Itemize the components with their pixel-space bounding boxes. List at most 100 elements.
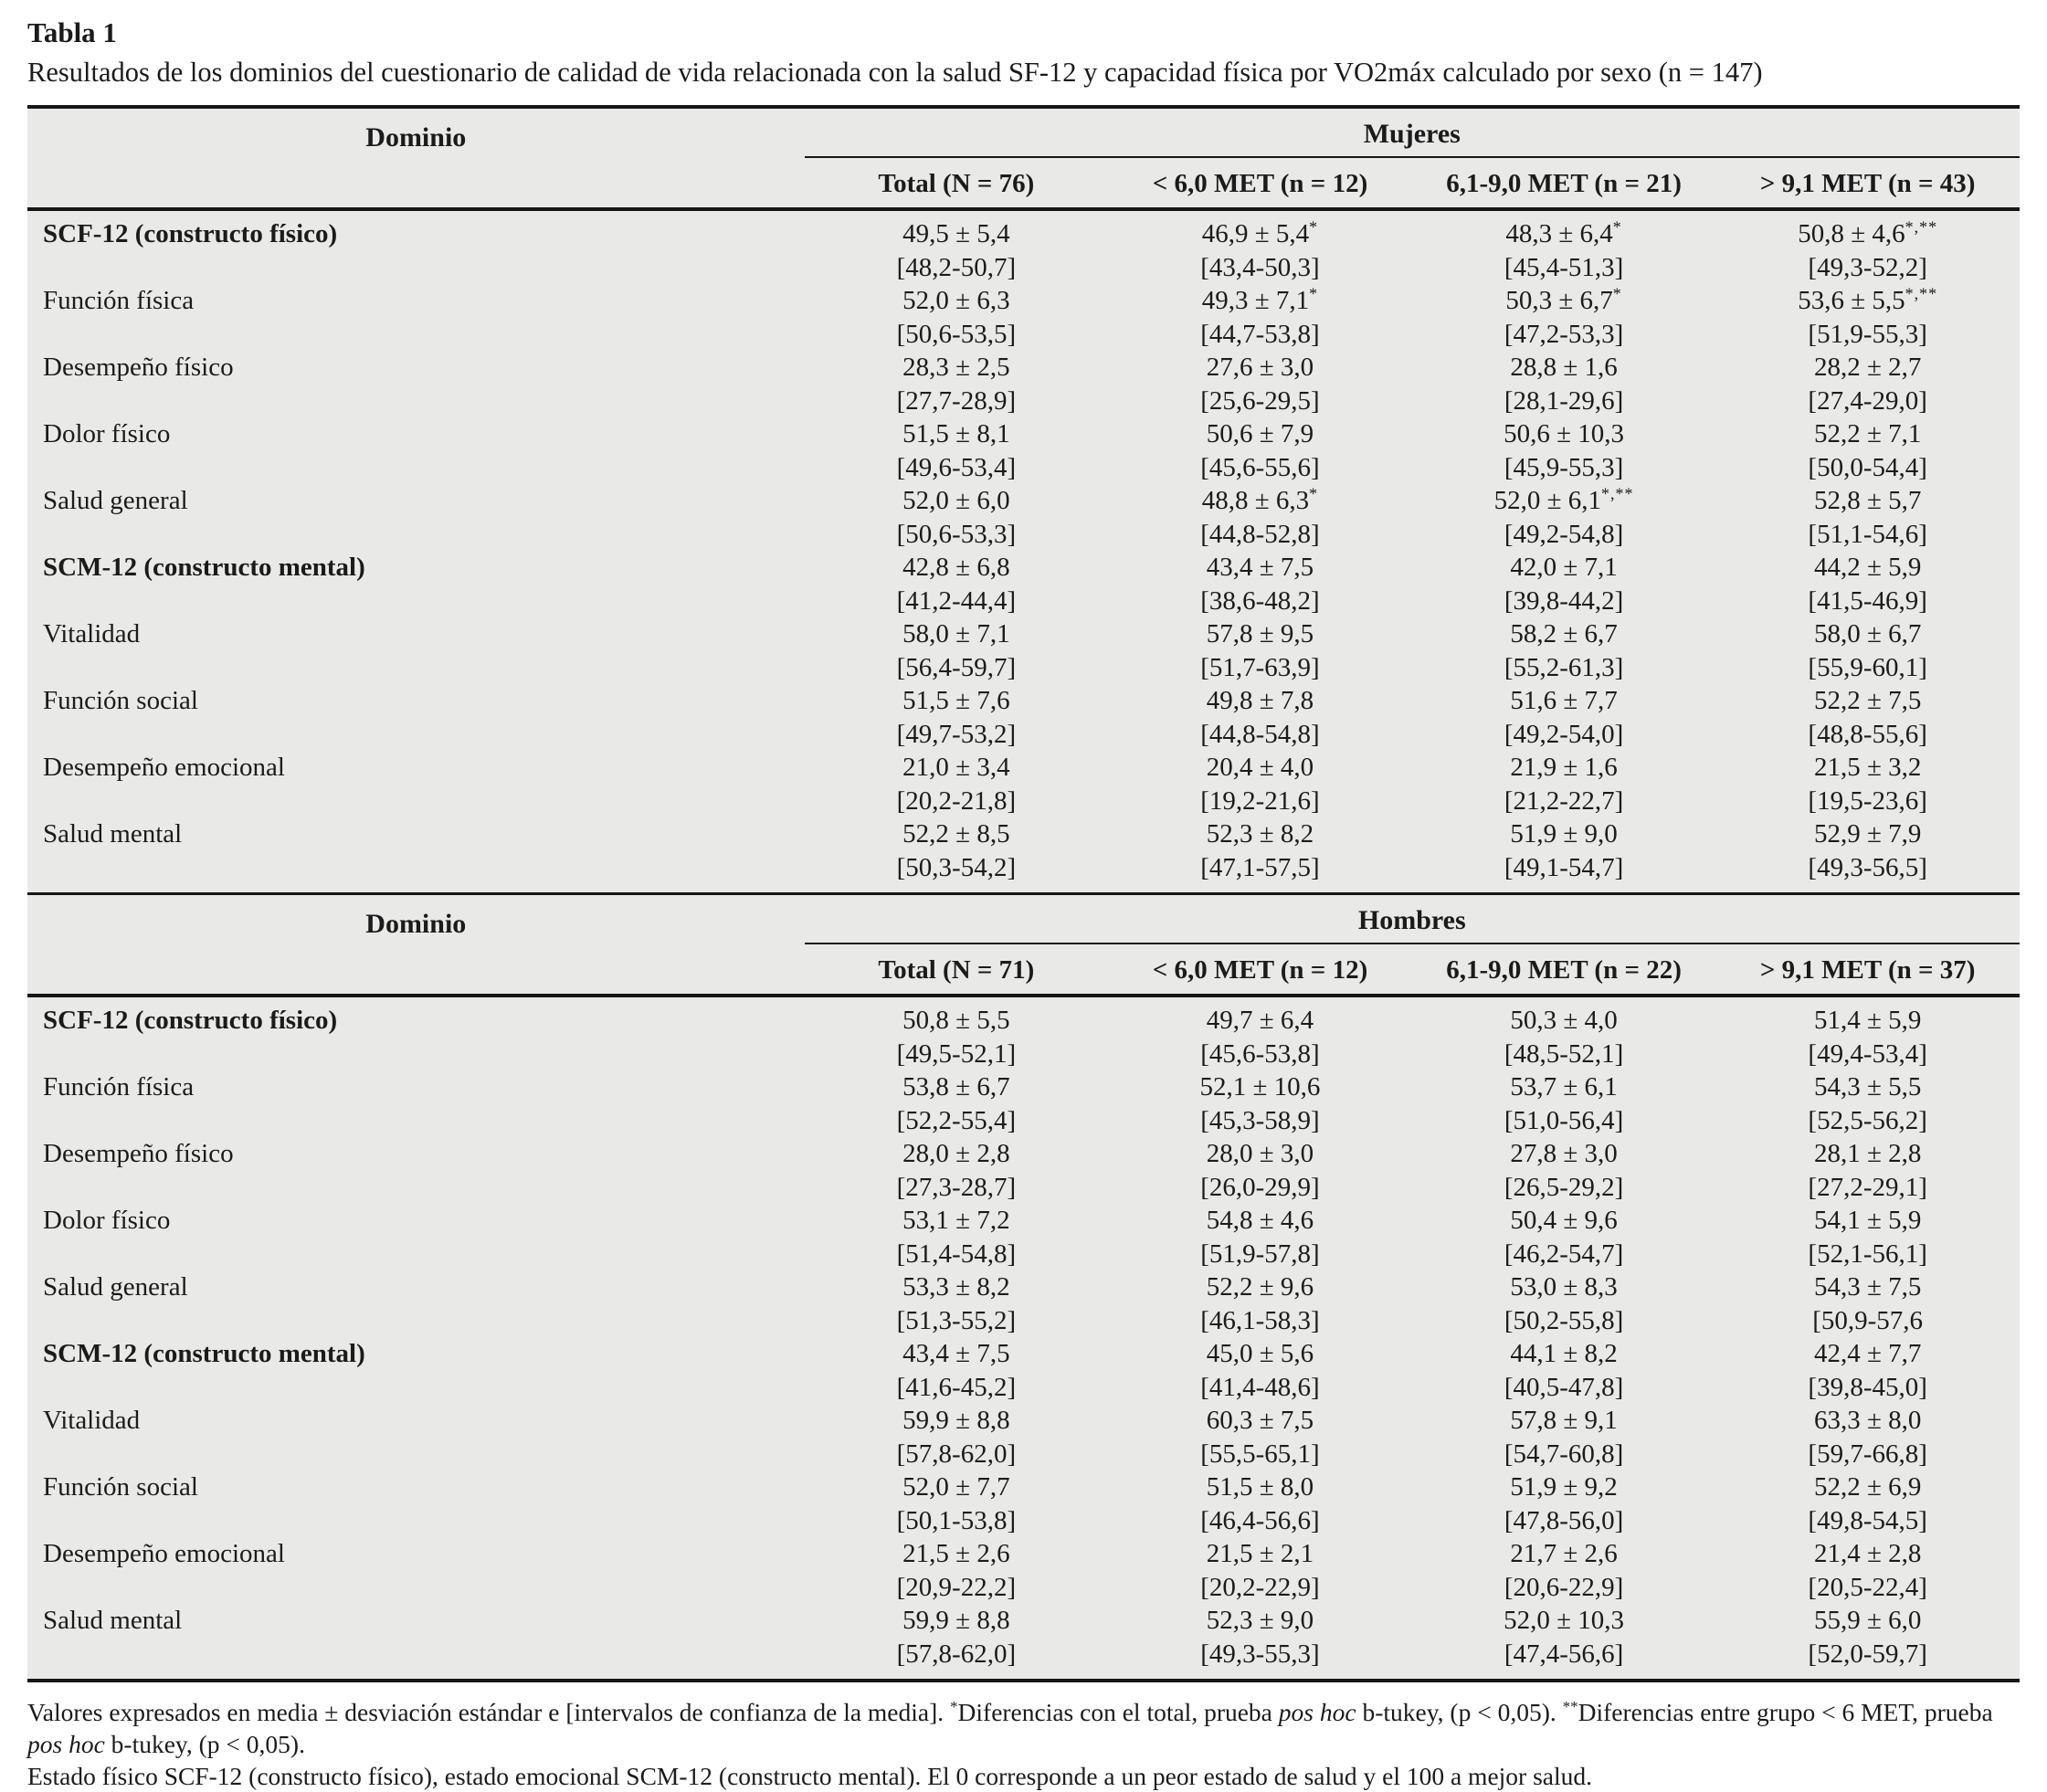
cell-confidence-interval: [51,0-56,4] [1504, 1105, 1624, 1135]
table-row: Función física 52,0 ± 6,3 [50,6-53,5] 49,3 … [27, 284, 2020, 351]
cell-mean: 51,9 ± 9,0 [1510, 819, 1618, 849]
cell-confidence-interval: [48,2-50,7] [896, 252, 1017, 282]
data-cell: 28,0 ± 2,8 [27,3-28,7] [805, 1137, 1109, 1204]
data-cell: 28,2 ± 2,7 [27,4-29,0] [1715, 351, 2020, 417]
row-label: Función física [43, 1072, 195, 1102]
table-row: Salud mental 59,9 ± 8,8 [57,8-62,0] 52,3 ± … [27, 1604, 2020, 1671]
section-body: SCF-12 (constructo físico) 50,8 ± 5,5 [49,… [27, 997, 2020, 1679]
cell-mean: 52,2 ± 9,6 [1206, 1272, 1314, 1302]
cell-confidence-interval: [45,3-58,9] [1200, 1105, 1320, 1135]
cell-mean: 42,4 ± 7,7 [1813, 1339, 1922, 1368]
data-cell: 51,6 ± 7,7 [49,2-54,0] [1412, 684, 1716, 751]
cell-mean: 52,0 ± 6,1*,** [1493, 484, 1634, 515]
cell-mean: 50,4 ± 9,6 [1510, 1206, 1618, 1235]
results-table: Dominio Mujeres Total (N = 76) < 6,0 MET (n… [27, 105, 2020, 1682]
cell-confidence-interval: [49,3-55,3] [1200, 1639, 1320, 1669]
data-cell: 20,4 ± 4,0 [19,2-21,6] [1108, 751, 1412, 817]
data-cell: 21,5 ± 3,2 [19,5-23,6] [1715, 751, 2020, 817]
cell-confidence-interval: [56,4-59,7] [896, 652, 1017, 682]
data-cell: 60,3 ± 7,5 [55,5-65,1] [1108, 1404, 1412, 1470]
row-label: Función social [43, 1472, 198, 1502]
cell-confidence-interval: [45,9-55,3] [1504, 452, 1624, 482]
row-label: Desempeño físico [43, 1139, 234, 1168]
cell-mean: 46,9 ± 5,4* [1201, 217, 1319, 248]
cell-mean: 51,5 ± 8,0 [1206, 1472, 1314, 1502]
cell-mean: 49,7 ± 6,4 [1206, 1006, 1314, 1035]
footnote-2: Estado físico SCF-12 (constructo físico)… [27, 1762, 1593, 1790]
data-cell: 52,1 ± 10,6 [45,3-58,9] [1108, 1070, 1412, 1137]
column-header: Total (N = 76) [878, 169, 1035, 198]
row-label: Salud mental [43, 819, 183, 849]
data-cell: 51,5 ± 7,6 [49,7-53,2] [805, 684, 1109, 751]
data-cell: 51,9 ± 9,2 [47,8-56,0] [1412, 1470, 1716, 1537]
section-hombres: Dominio Hombres Total (N = 71) < 6,0 MET (n… [27, 892, 2020, 1679]
cell-mean: 21,7 ± 2,6 [1510, 1539, 1618, 1568]
data-cell: 21,0 ± 3,4 [20,2-21,8] [805, 751, 1109, 817]
cell-confidence-interval: [27,2-29,1] [1808, 1172, 1927, 1202]
data-cell: 52,0 ± 6,3 [50,6-53,5] [805, 284, 1109, 351]
table-row: Dolor físico 53,1 ± 7,2 [51,4-54,8] 54,8 ± … [27, 1204, 2020, 1270]
data-cell: 50,4 ± 9,6 [46,2-54,7] [1412, 1204, 1716, 1270]
cell-mean: 51,5 ± 8,1 [902, 419, 1010, 448]
data-cell: 52,0 ± 6,0 [50,6-53,3] [805, 484, 1109, 551]
cell-confidence-interval: [49,3-56,5] [1808, 852, 1927, 882]
data-cell: 59,9 ± 8,8 [57,8-62,0] [805, 1604, 1109, 1671]
column-header: Total (N = 71) [878, 955, 1035, 985]
significance-marker: *,** [1601, 484, 1634, 503]
row-label: Dolor físico [43, 419, 171, 448]
data-cell: 52,3 ± 8,2 [47,1-57,5] [1108, 817, 1412, 884]
table-row: Desempeño emocional 21,5 ± 2,6 [20,9-22,2]… [27, 1537, 2020, 1604]
cell-confidence-interval: [43,4-50,3] [1200, 252, 1320, 282]
cell-mean: 51,6 ± 7,7 [1510, 686, 1618, 715]
cell-confidence-interval: [27,7-28,9] [896, 385, 1017, 416]
group-area: Hombres Total (N = 71) < 6,0 MET (n = 12) 6… [804, 895, 2020, 994]
data-cell: 21,5 ± 2,6 [20,9-22,2] [805, 1537, 1109, 1604]
cell-mean: 20,4 ± 4,0 [1206, 753, 1314, 782]
cell-mean: 52,8 ± 5,7 [1813, 486, 1922, 515]
cell-confidence-interval: [52,5-56,2] [1808, 1105, 1927, 1135]
cell-confidence-interval: [52,2-55,4] [896, 1105, 1017, 1135]
significance-marker: * [1309, 484, 1319, 503]
cell-mean: 51,4 ± 5,9 [1813, 1006, 1922, 1035]
cell-confidence-interval: [27,4-29,0] [1808, 385, 1927, 416]
row-label: Salud general [43, 486, 188, 515]
cell-mean: 52,3 ± 9,0 [1206, 1606, 1314, 1635]
cell-confidence-interval: [52,1-56,1] [1808, 1239, 1927, 1269]
row-label: Vitalidad [43, 1406, 141, 1435]
data-cell: 51,5 ± 8,1 [49,6-53,4] [805, 417, 1109, 484]
cell-confidence-interval: [49,2-54,0] [1504, 719, 1624, 749]
cell-mean: 52,0 ± 10,3 [1504, 1606, 1625, 1635]
data-cell: 21,7 ± 2,6 [20,6-22,9] [1412, 1537, 1716, 1604]
data-cell: 46,9 ± 5,4* [43,4-50,3] [1108, 217, 1412, 284]
cell-confidence-interval: [49,8-54,5] [1808, 1505, 1927, 1535]
cell-confidence-interval: [19,5-23,6] [1808, 785, 1927, 816]
cell-confidence-interval: [41,5-46,9] [1808, 585, 1927, 616]
cell-confidence-interval: [55,9-60,1] [1808, 652, 1927, 682]
cell-confidence-interval: [50,0-54,4] [1808, 452, 1927, 482]
data-cell: 58,0 ± 6,7 [55,9-60,1] [1715, 617, 2020, 684]
cell-confidence-interval: [20,2-22,9] [1200, 1572, 1320, 1602]
cell-confidence-interval: [49,1-54,7] [1504, 852, 1624, 882]
column-header: < 6,0 MET (n = 12) [1152, 169, 1368, 198]
data-cell: 52,0 ± 6,1*,** [49,2-54,8] [1412, 484, 1716, 551]
data-cell: 53,1 ± 7,2 [51,4-54,8] [805, 1204, 1109, 1270]
cell-mean: 54,3 ± 7,5 [1813, 1272, 1922, 1302]
cell-confidence-interval: [41,6-45,2] [896, 1372, 1017, 1402]
cell-mean: 48,8 ± 6,3* [1201, 484, 1319, 515]
cell-mean: 44,1 ± 8,2 [1510, 1339, 1618, 1368]
cell-mean: 21,5 ± 3,2 [1813, 753, 1922, 782]
cell-confidence-interval: [20,2-21,8] [896, 785, 1017, 816]
data-cell: 54,8 ± 4,6 [51,9-57,8] [1108, 1204, 1412, 1270]
cell-mean: 49,3 ± 7,1* [1201, 284, 1319, 315]
cell-confidence-interval: [28,1-29,6] [1504, 385, 1624, 416]
table-number-title: Tabla 1 [27, 16, 117, 48]
cell-confidence-interval: [50,9-57,6 [1812, 1305, 1924, 1335]
table-row: Salud general 53,3 ± 8,2 [51,3-55,2] 52,2 ±… [27, 1270, 2020, 1337]
data-cell: 58,0 ± 7,1 [56,4-59,7] [805, 617, 1109, 684]
cell-mean: 28,1 ± 2,8 [1813, 1139, 1922, 1168]
significance-marker: * [1612, 284, 1622, 303]
row-label: Salud mental [43, 1606, 183, 1635]
data-cell: 28,0 ± 3,0 [26,0-29,9] [1108, 1137, 1412, 1204]
data-cell: 51,5 ± 8,0 [46,4-56,6] [1108, 1470, 1412, 1537]
data-cell: 50,3 ± 6,7* [47,2-53,3] [1412, 284, 1716, 351]
